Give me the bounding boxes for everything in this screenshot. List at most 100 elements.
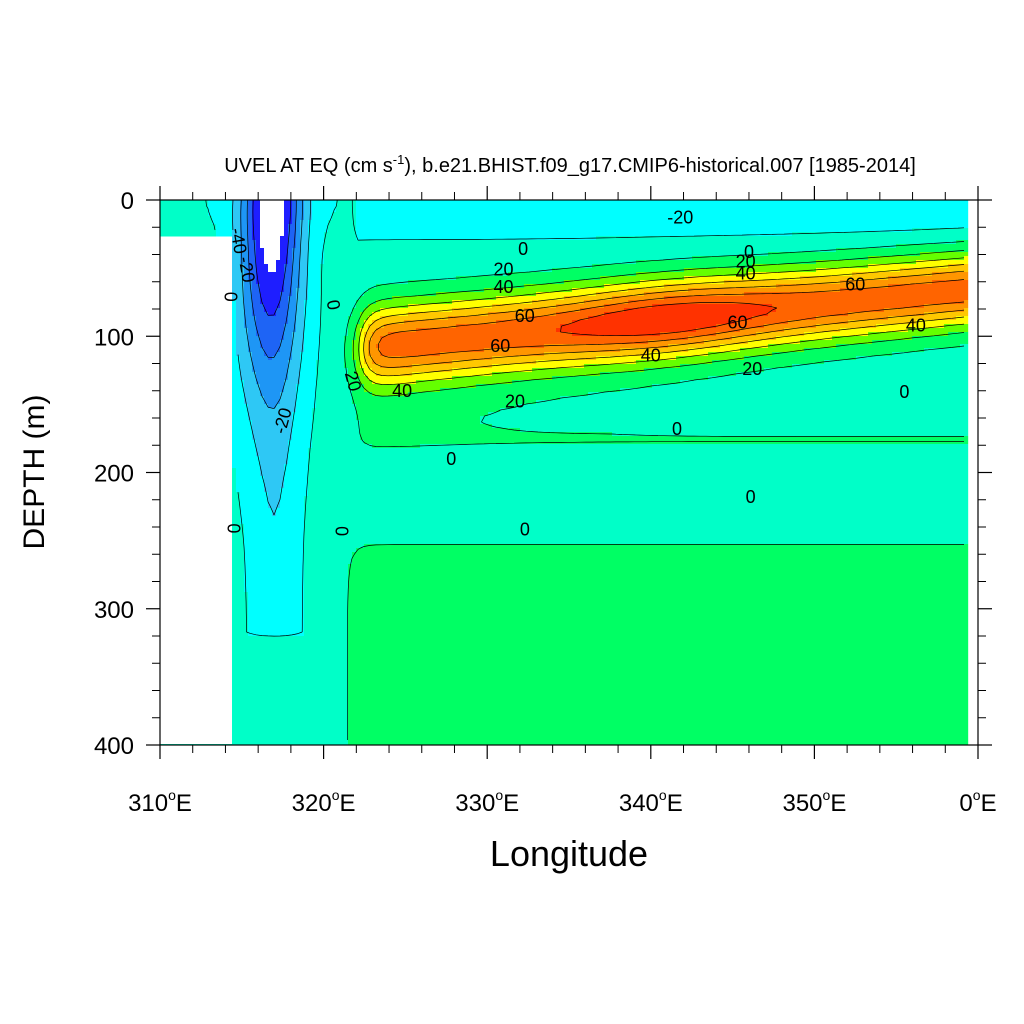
contour-cell (232, 396, 237, 401)
contour-cell (256, 264, 261, 269)
contour-cell (296, 404, 301, 409)
contour-cell (332, 212, 337, 217)
contour-cell (288, 696, 293, 701)
contour-cell (344, 384, 349, 389)
contour-cell (352, 300, 357, 305)
contour-cell (368, 584, 373, 589)
contour-cell (364, 232, 369, 237)
contour-cell (344, 724, 349, 729)
contour-cell (304, 336, 309, 341)
contour-cell (368, 596, 373, 601)
contour-cell (280, 472, 285, 477)
contour-cell (276, 720, 281, 725)
contour-cell (340, 308, 345, 313)
contour-cell (328, 288, 333, 293)
contour-cell (276, 308, 281, 313)
contour-cell (236, 672, 241, 677)
contour-cell (296, 520, 301, 525)
contour-cell (368, 216, 373, 221)
contour-cell (232, 740, 237, 745)
contour-cell (304, 308, 309, 313)
contour-cell (356, 548, 361, 553)
contour-cell (280, 384, 285, 389)
contour-cell (348, 676, 353, 681)
contour-cell (368, 568, 373, 573)
contour-cell (276, 344, 281, 349)
contour-cell (300, 728, 305, 733)
contour-cell (360, 268, 365, 273)
contour-cell (236, 260, 241, 265)
contour-cell (312, 280, 317, 285)
contour-cell (288, 236, 293, 241)
contour-cell (280, 640, 285, 645)
contour-cell (244, 544, 249, 549)
contour-cell (340, 408, 345, 413)
contour-cell (352, 492, 357, 497)
contour-cell (264, 400, 269, 405)
contour-cell (352, 548, 357, 553)
contour-cell (312, 576, 317, 581)
contour-cell (368, 648, 373, 653)
contour-cell (264, 604, 269, 609)
contour-cell (356, 256, 361, 261)
contour-cell (344, 248, 349, 253)
contour-cell (332, 532, 337, 537)
contour-cell (340, 428, 345, 433)
contour-cell (356, 344, 361, 349)
contour-cell (304, 380, 309, 385)
contour-cell (204, 212, 209, 217)
contour-cell (256, 740, 261, 745)
contour-cell (272, 260, 277, 265)
contour-cell (288, 540, 293, 545)
contour-cell (344, 352, 349, 357)
contour-cell (336, 712, 341, 717)
contour-cell (364, 264, 369, 269)
contour-cell (296, 428, 301, 433)
contour-cell (276, 260, 281, 265)
contour-cell (292, 580, 297, 585)
contour-cell (284, 300, 289, 305)
contour-cell (240, 640, 245, 645)
contour-cell (276, 728, 281, 733)
contour-cell (236, 660, 241, 665)
contour-cell (360, 596, 365, 601)
contour-cell (316, 512, 321, 517)
contour-cell (368, 432, 373, 437)
contour-cell (264, 660, 269, 665)
contour-cell (284, 620, 289, 625)
contour-cell (248, 692, 253, 697)
contour-cell (320, 280, 325, 285)
contour-cell (240, 312, 245, 317)
contour-cell (348, 592, 353, 597)
contour-cell (368, 672, 373, 677)
contour-cell (312, 368, 317, 373)
contour-cell (240, 408, 245, 413)
contour-cell (284, 468, 289, 473)
contour-cell (248, 564, 253, 569)
contour-cell (268, 264, 273, 269)
contour-cell (272, 376, 277, 381)
contour-cell (340, 548, 345, 553)
contour-cell (192, 208, 197, 213)
contour-cell (328, 280, 333, 285)
contour-cell (196, 204, 201, 209)
contour-cell (348, 532, 353, 537)
contour-cell (332, 472, 337, 477)
contour-cell (268, 712, 273, 717)
contour-cell (240, 724, 245, 729)
contour-cell (232, 684, 237, 689)
contour-cell (296, 532, 301, 537)
contour-cell (344, 624, 349, 629)
contour-cell (336, 280, 341, 285)
contour-cell (300, 740, 305, 745)
contour-cell (288, 332, 293, 337)
contour-cell (292, 376, 297, 381)
contour-cell (336, 308, 341, 313)
contour-cell (296, 332, 301, 337)
contour-cell (348, 740, 353, 745)
contour-cell (236, 348, 241, 353)
contour-cell (344, 452, 349, 457)
contour-cell (256, 360, 261, 365)
contour-cell (312, 316, 317, 321)
contour-cell (236, 528, 241, 533)
